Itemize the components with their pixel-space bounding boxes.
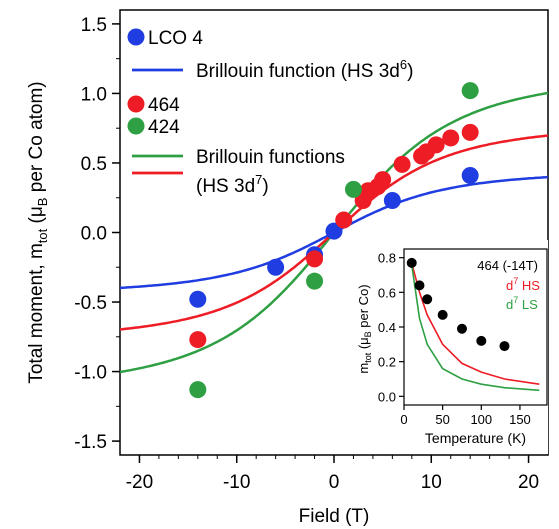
y-tick-label: 0.0 [81,224,107,245]
legend-label-hs3d7-tail: ) [262,176,268,197]
data-point-lco-4 [189,290,207,308]
data-point-lco-4 [267,258,285,276]
inset-y-tick-label: 0.8 [378,251,396,266]
y-axis-label-sub: tot [35,228,50,243]
legend-label-hs3d7: (HS 3d7) [196,172,269,197]
y-tick-label: 0.5 [81,154,107,175]
legend-label-464: 464 [148,95,180,116]
data-point-424 [344,180,362,198]
legend-label-brillouin-functions: Brillouin functions [196,147,345,168]
x-tick-label: -10 [223,472,250,493]
y-axis-label-paren: (μ [26,206,47,229]
main-plot: -1.5 -1.0 -0.5 0.0 0.5 1.0 1.5 -20 -10 0 10 20 Field… [26,9,549,527]
inset-data-point [414,280,425,291]
y-tick-label: -1.0 [74,363,107,384]
y-axis-label-unit-sub: B [35,198,50,207]
data-point-424 [189,381,207,399]
legend-marker-424 [127,117,145,135]
inset-y-tick-label: 0.6 [378,285,396,300]
inset-legend-d7hs: d7 HS [506,276,540,293]
x-tick-label: -20 [126,472,153,493]
data-point-424 [461,82,479,100]
inset-x-tick-label: 150 [509,412,531,427]
legend-label-424: 424 [148,117,180,138]
legend-label-hs3d7-sup: 7 [255,172,262,187]
inset-y-axis-label-main: m [356,363,371,374]
legend-label-hs3d7-main: (HS 3d [196,176,255,197]
inset-legend-d7ls-tail: LS [518,297,538,312]
inset-y-tick-label: 0.4 [378,320,396,335]
legend-marker-lco4 [127,28,145,46]
inset-data-point [422,294,433,305]
x-tick-label: 20 [518,472,539,493]
inset-data-point [456,323,467,334]
y-axis-label-tail: per Co atom) [26,81,47,197]
y-tick-label: 1.5 [81,15,107,36]
x-tick-label: 0 [329,472,340,493]
inset-y-axis-label: mtot (μB per Co) [356,284,373,373]
data-point-464 [393,155,411,173]
inset-data-point [406,257,417,268]
data-point-464 [189,331,207,349]
data-point-464 [374,171,392,189]
inset-legend-d7hs-sup: 7 [513,276,518,286]
inset-background [353,240,548,454]
inset-legend-d7ls: d7 LS [506,295,538,312]
legend-label-hs3d6-sup: 6 [400,57,407,72]
inset-y-axis-label-unit-sub: B [363,331,373,337]
inset-x-axis-label: Temperature (K) [425,430,526,446]
inset-data-point [437,309,448,320]
data-point-464 [427,136,445,154]
data-point-464 [335,211,353,229]
inset-legend-464: 464 (-14T) [477,258,538,273]
legend-label-lco4: LCO 4 [148,28,203,49]
inset-x-tick-label: 50 [435,412,449,427]
inset-y-axis-label-sub: tot [363,352,373,363]
inset-legend-d7hs-main: d [506,278,513,293]
inset-y-tick-label: 0.2 [378,355,396,370]
inset-legend-d7ls-main: d [506,297,513,312]
legend-label-hs3d6-tail: ) [407,61,413,82]
y-tick-label: -0.5 [74,293,107,314]
data-point-lco-4 [325,222,343,240]
inset-x-tick-label: 100 [470,412,492,427]
data-point-lco-4 [383,192,401,210]
inset-plot: 0.0 0.2 0.4 0.6 0.8 0 50 100 150 Temperature (K) m… [353,240,548,454]
data-point-464 [442,129,460,147]
inset-y-axis-label-paren: (μ [356,337,371,352]
inset-x-tick-label: 0 [400,412,407,427]
legend-label-hs3d6: Brillouin function (HS 3d6) [196,57,413,82]
inset-legend-d7hs-tail: HS [518,278,540,293]
legend-label-hs3d6-main: Brillouin function (HS 3d [196,61,400,82]
inset-y-tick-label: 0.0 [378,389,396,404]
inset-data-point [499,341,510,352]
y-tick-label: -1.5 [74,432,107,453]
x-axis-label: Field (T) [299,506,370,527]
y-axis-label-main: Total moment, m [26,243,47,383]
inset-curve-2 [410,264,540,392]
x-tick-label: 10 [421,472,442,493]
inset-y-axis-label-tail: per Co) [356,284,371,331]
data-point-464 [306,250,324,268]
inset-data-point [476,335,487,346]
inset-curve-1 [410,262,540,385]
data-point-424 [306,272,324,290]
data-point-464 [461,123,479,141]
y-axis-label: Total moment, mtot (μB per Co atom) [26,81,50,383]
inset-legend-d7ls-sup: 7 [513,295,518,305]
y-tick-label: 1.0 [81,84,107,105]
data-point-lco-4 [461,166,479,184]
legend-marker-464 [127,95,145,113]
